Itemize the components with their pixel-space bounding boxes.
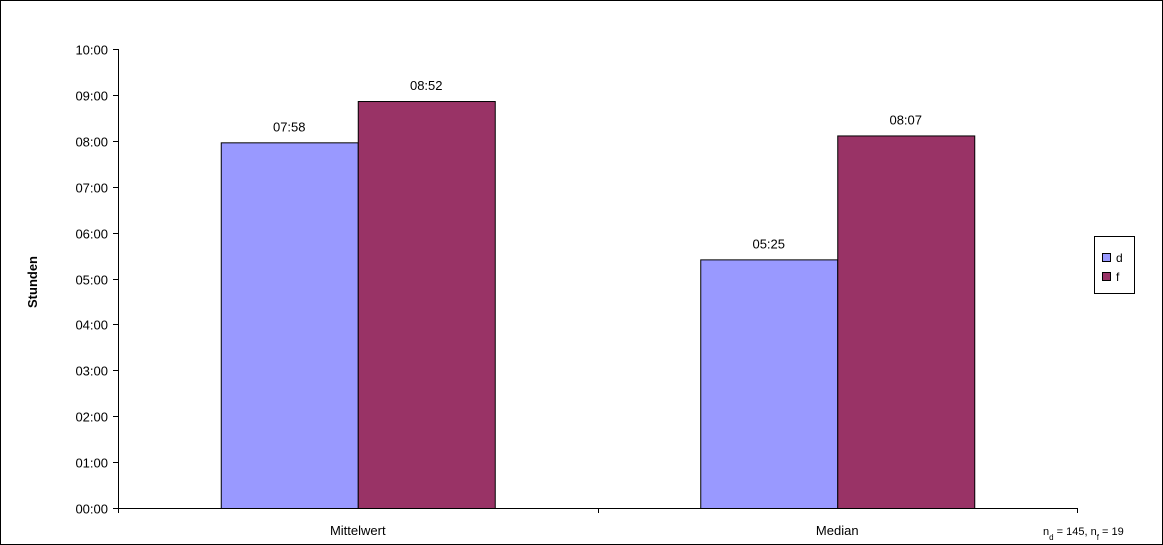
category-label-median: Median [816, 523, 859, 538]
bar-d-median [700, 259, 839, 509]
y-tick-label: 04:00 [75, 318, 108, 333]
y-tick-label: 10:00 [75, 43, 108, 58]
plot-area: 07:58 08:52 Mittelwert 05:25 08:07 Median 00:0… [75, 43, 1078, 538]
category-label-mittelwert: Mittelwert [330, 523, 386, 538]
y-tick-label: 08:00 [75, 135, 108, 150]
data-label-f-mittelwert: 08:52 [410, 78, 443, 93]
legend-swatch-d [1102, 253, 1111, 262]
y-axis-label: Stunden [25, 256, 40, 308]
y-tick-label: 06:00 [75, 227, 108, 242]
y-tick-label: 07:00 [75, 181, 108, 196]
legend-label-f: f [1116, 270, 1120, 284]
data-label-d-median: 05:25 [752, 236, 785, 251]
data-label-d-mittelwert: 07:58 [273, 119, 306, 134]
legend-label-d: d [1116, 251, 1123, 265]
legend-swatch-f [1102, 272, 1111, 281]
bar-f-median [837, 135, 976, 509]
y-tick-label: 01:00 [75, 456, 108, 471]
bar-f-mittelwert [357, 101, 496, 510]
y-tick-label: 02:00 [75, 410, 108, 425]
y-tick-label: 03:00 [75, 364, 108, 379]
legend-box [1094, 236, 1135, 294]
y-tick-label: 00:00 [75, 502, 108, 517]
y-tick-label: 05:00 [75, 273, 108, 288]
data-label-f-median: 08:07 [889, 112, 922, 127]
y-tick-label: 09:00 [75, 89, 108, 104]
sample-size-note: nd = 145, nf = 19 [1043, 526, 1124, 542]
legend: d f [1094, 236, 1135, 294]
bar-d-mittelwert [220, 142, 359, 510]
